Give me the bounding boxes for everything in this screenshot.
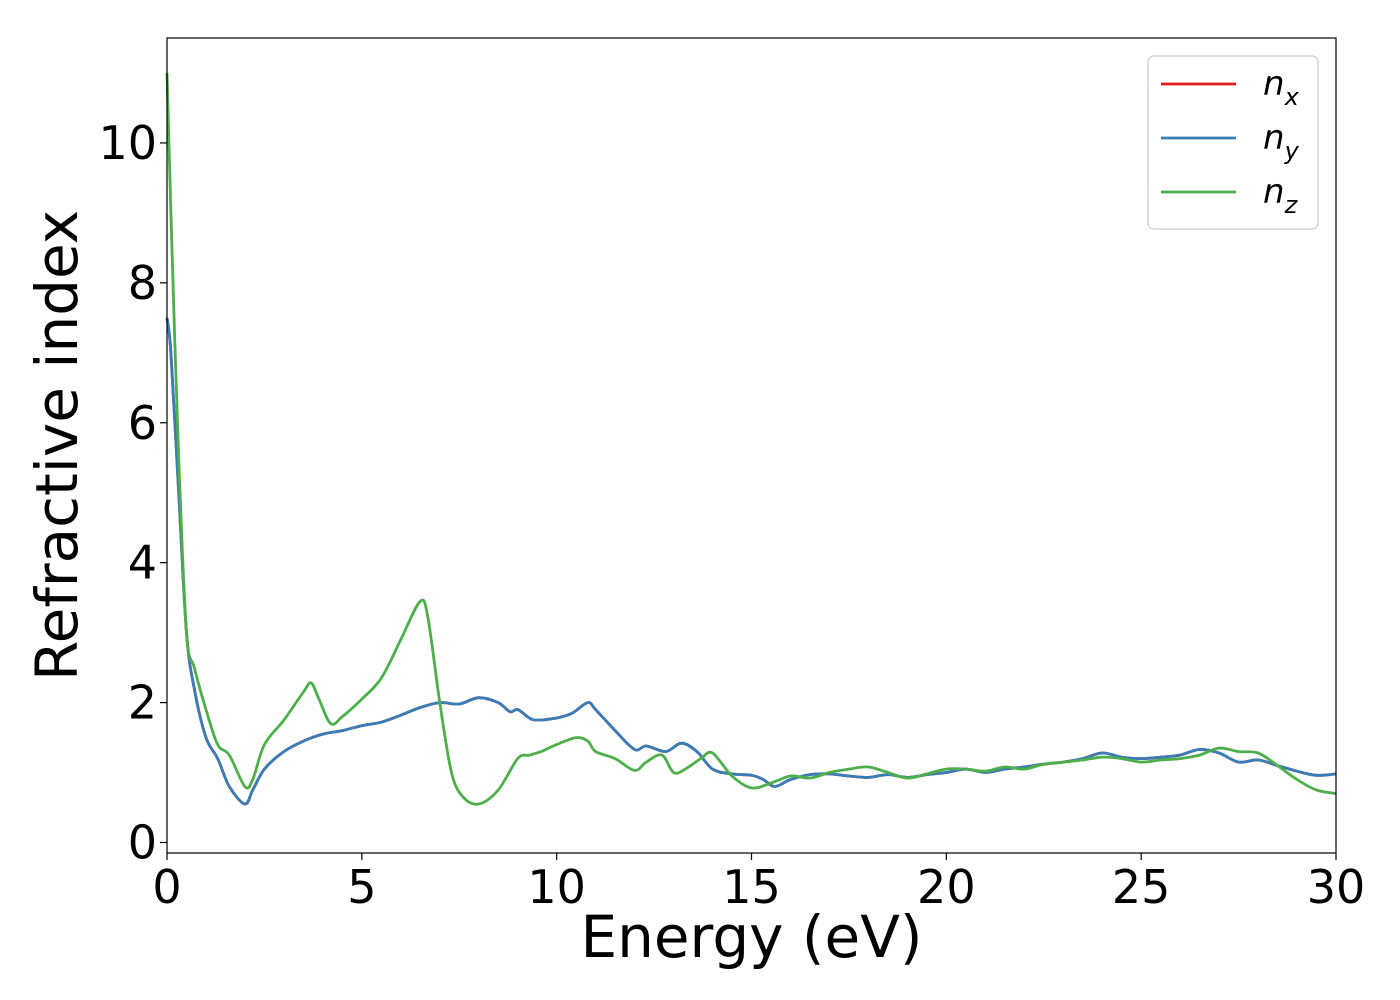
legend-box [1147,55,1319,230]
x-tick-label: 15 [722,860,781,914]
y-tick-label: 2 [128,676,157,730]
legend-subscript: x [1284,83,1300,111]
x-tick-label: 20 [917,860,976,914]
legend-subscript: z [1284,191,1299,219]
x-tick-label: 5 [347,860,376,914]
x-axis: 0 5 10 15 20 25 30 [152,853,1365,914]
y-tick-label: 4 [128,536,157,590]
y-axis-title: Refractive index [23,210,91,681]
y-tick-label: 10 [98,116,157,170]
x-axis-title: Energy (eV) [580,903,922,971]
x-tick-label: 10 [527,860,586,914]
y-tick-label: 6 [128,396,157,450]
series-line-nz [165,72,1337,806]
x-tick-label: 30 [1307,860,1366,914]
y-axis: 0 2 4 6 8 10 [98,116,167,870]
y-tick-label: 8 [128,256,157,310]
series-layer [165,72,1337,806]
y-tick-label: 0 [128,816,157,870]
series-line-ny [165,317,1337,806]
legend-subscript: y [1284,137,1300,165]
x-tick-label: 25 [1112,860,1171,914]
x-tick-label: 0 [152,860,181,914]
